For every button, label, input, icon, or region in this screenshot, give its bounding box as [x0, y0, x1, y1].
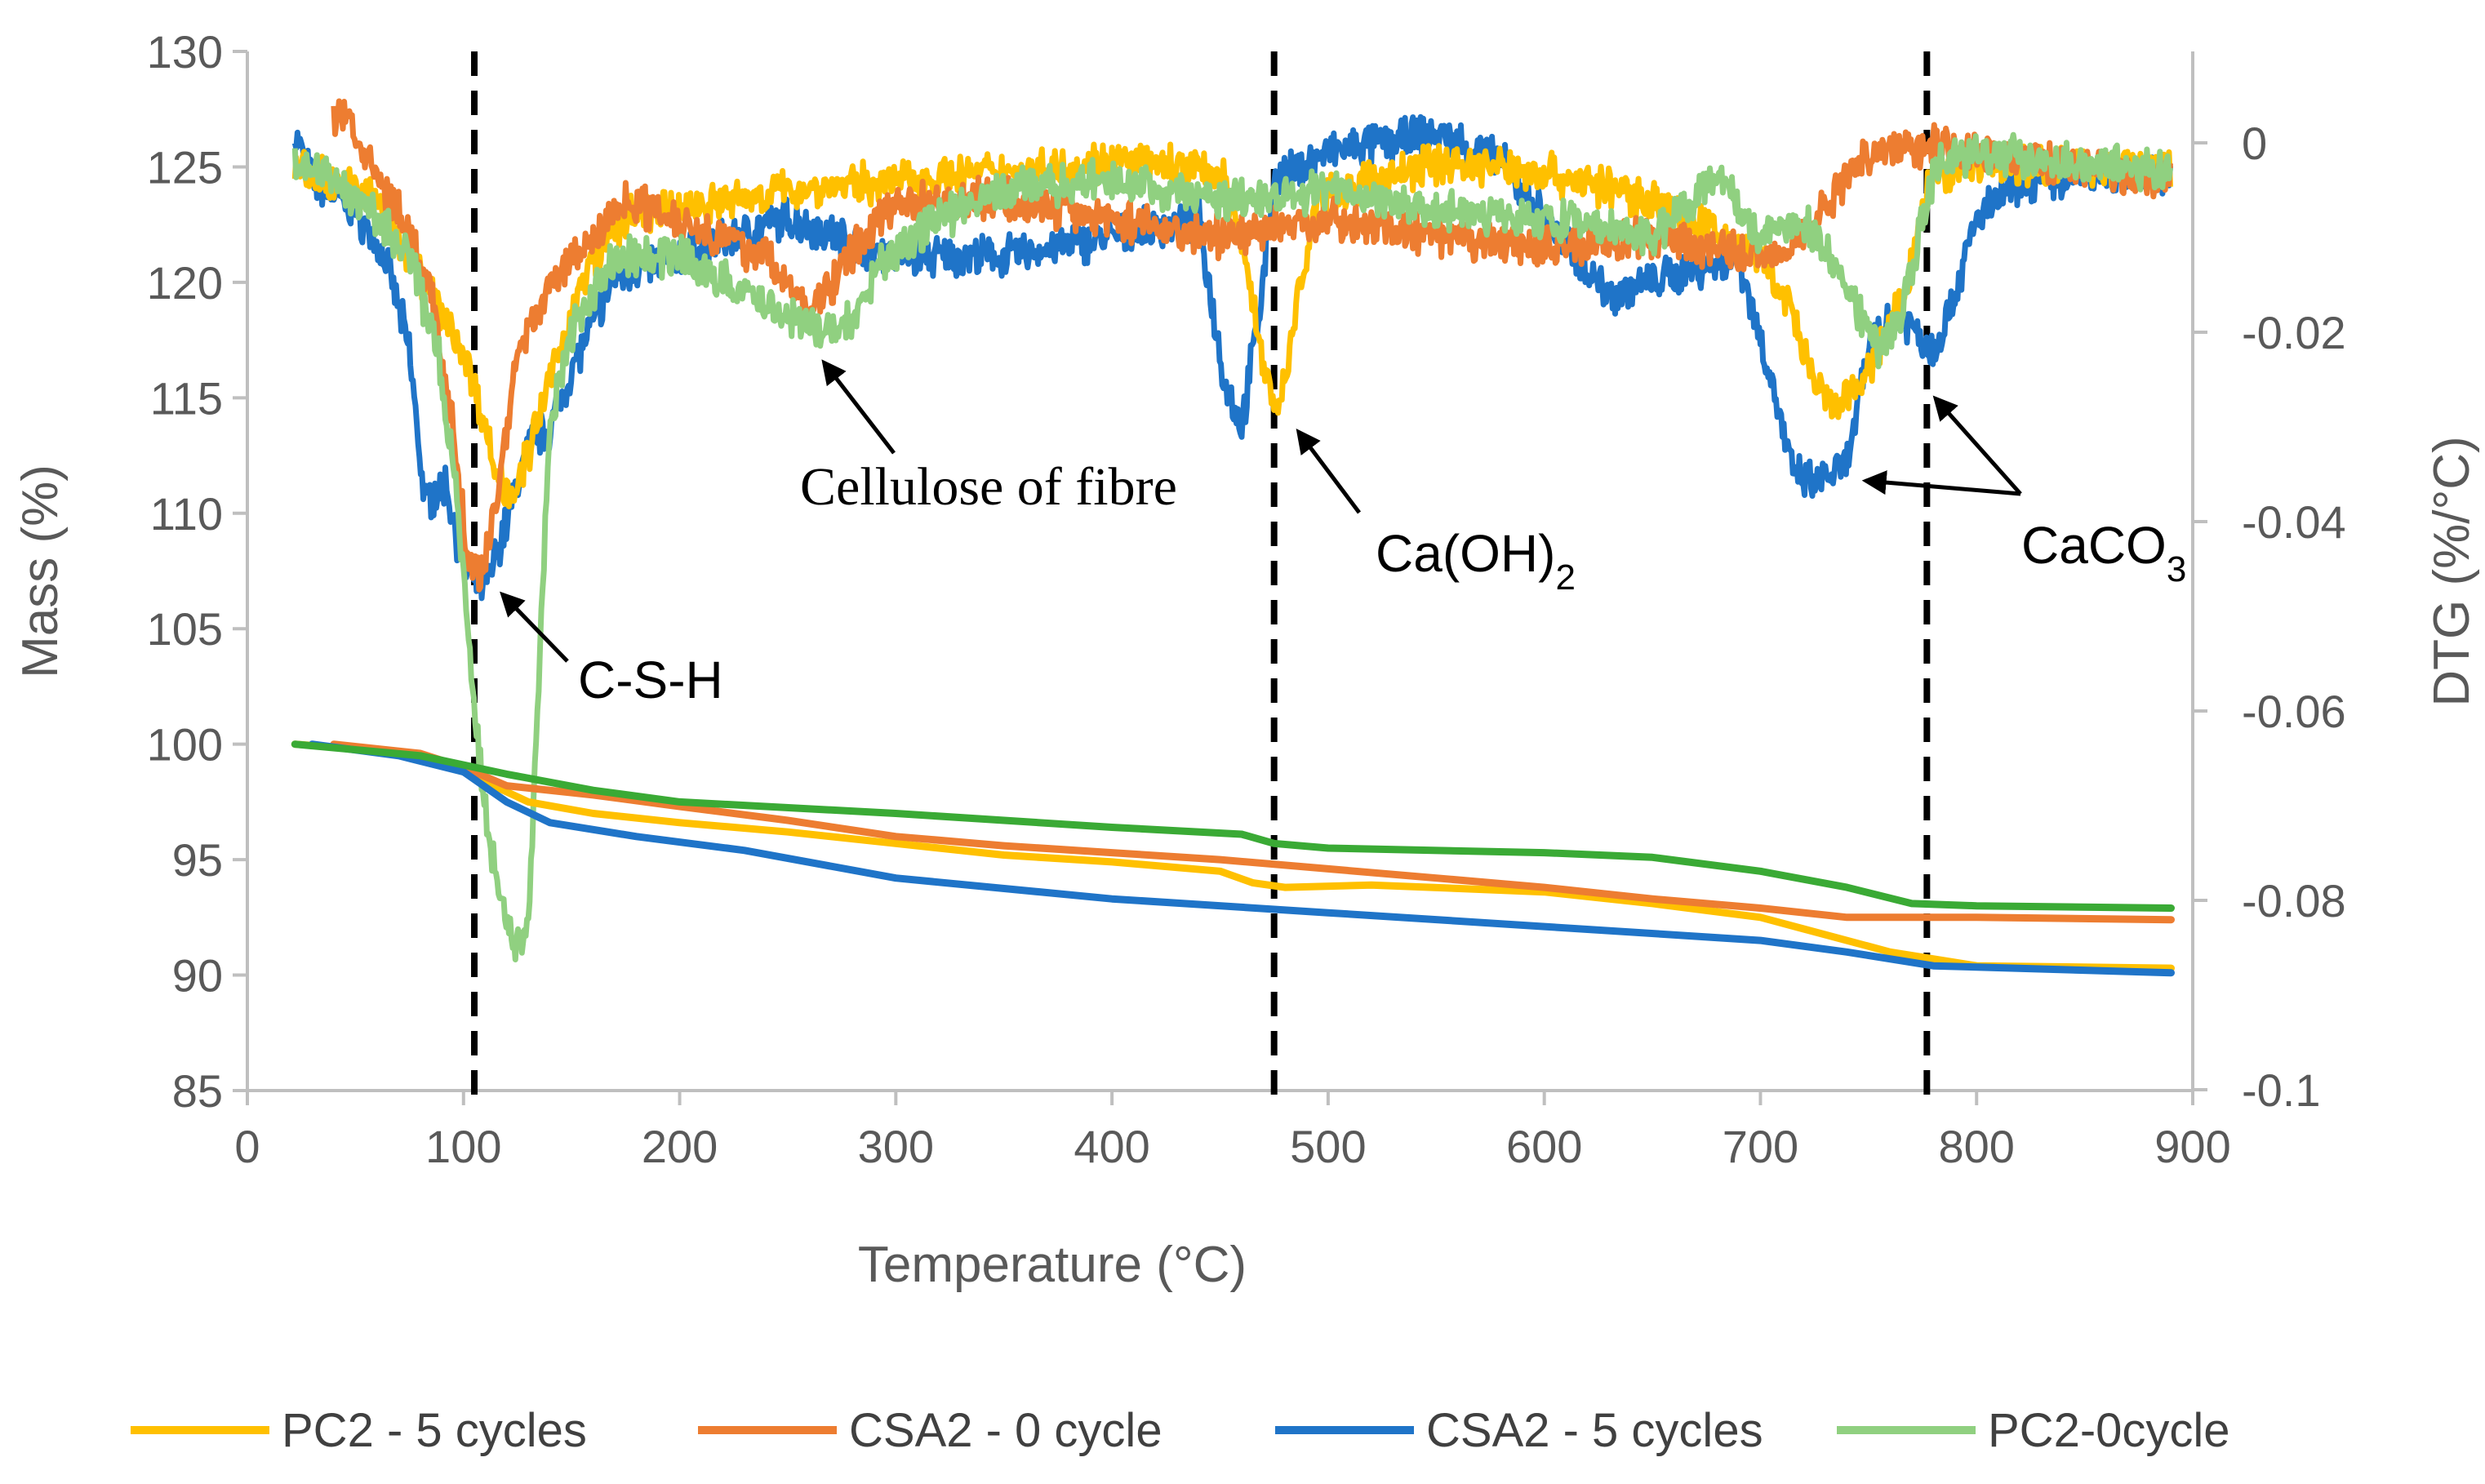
csh-label: C-S-H [578, 651, 723, 709]
y2-tick-label: -0.02 [2242, 307, 2346, 358]
caco3-subscript: 3 [2167, 549, 2186, 589]
y-axis-title: Mass (%) [12, 464, 69, 678]
x-tick-label: 500 [1290, 1121, 1366, 1172]
mass-line-2 [308, 740, 2175, 977]
mass-line-0 [291, 740, 2175, 972]
caco3-label: CaCO3 [2021, 516, 2186, 589]
legend-label-pc2-5: PC2 - 5 cycles [282, 1404, 587, 1457]
y-tick-label: 130 [147, 26, 223, 78]
cellulose-arrow [821, 359, 896, 455]
x-tick-label: 900 [2154, 1121, 2230, 1172]
caoh2-arrow [1296, 429, 1361, 514]
y-tick-label: 115 [150, 372, 223, 424]
mass-line-3 [291, 740, 2175, 912]
legend-label-csa2-0: CSA2 - 0 cycle [849, 1404, 1162, 1457]
y-tick-label: 95 [172, 834, 223, 886]
x-tick-label: 800 [1939, 1121, 2015, 1172]
x-tick-label: 400 [1074, 1121, 1149, 1172]
dtg-line-3 [291, 131, 2173, 962]
x-tick-label: 0 [234, 1121, 260, 1172]
x-tick-label: 300 [858, 1121, 934, 1172]
y2-tick-label: 0 [2242, 118, 2267, 169]
caco3-arrow-1 [1861, 470, 2021, 496]
x-tick-label: 700 [1723, 1121, 1798, 1172]
y2-tick-label: -0.1 [2242, 1064, 2321, 1116]
mass-series [291, 740, 2175, 977]
caoh2-label: Ca(OH)2 [1376, 524, 1576, 598]
x-tick-label: 200 [642, 1121, 718, 1172]
y-tick-label: 125 [147, 141, 223, 193]
x-tick-label: 100 [425, 1121, 501, 1172]
axes: 0 100 200 300 400 500 600 700 800 900 85 90 95 100 105… [147, 26, 2346, 1172]
dtg-line-1 [331, 98, 2173, 593]
x-tick-label: 600 [1506, 1121, 1582, 1172]
legend-label-csa2-5: CSA2 - 5 cycles [1426, 1404, 1763, 1457]
y2-tick-label: -0.06 [2242, 686, 2346, 737]
x-axis-title: Temperature (°C) [858, 1237, 1247, 1293]
mass-line-1 [330, 740, 2175, 924]
y2-axis-title: DTG (%/°C) [2424, 436, 2480, 706]
y-tick-label: 90 [172, 950, 223, 1002]
cellulose-label: Cellulose of fibre [800, 457, 1177, 517]
y-tick-label: 120 [147, 257, 223, 309]
y2-tick-label: -0.04 [2242, 496, 2346, 548]
y-tick-label: 105 [147, 603, 223, 655]
csh-arrow [500, 591, 569, 663]
dtg-series [291, 98, 2173, 962]
legend-label-pc2-0: PC2-0cycle [1988, 1404, 2230, 1457]
y-tick-label: 100 [147, 719, 223, 771]
caoh2-subscript: 2 [1555, 558, 1575, 598]
legend: PC2 - 5 cycles CSA2 - 0 cycle CSA2 - 5 c… [131, 1404, 2230, 1457]
annotations: C-S-H Cellulose of fibre Ca(OH)2 CaCO3 [500, 359, 2186, 709]
y2-tick-label: -0.08 [2242, 875, 2346, 926]
caco3-arrow-2 [1932, 395, 2022, 495]
y-tick-label: 85 [172, 1065, 223, 1117]
y-tick-label: 110 [150, 488, 223, 540]
